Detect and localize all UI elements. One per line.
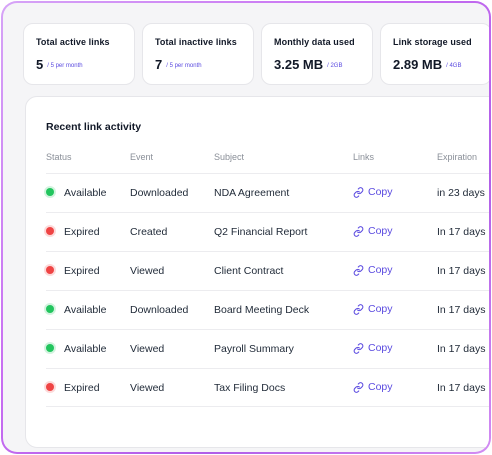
status-text: Available bbox=[64, 343, 107, 355]
table-row: Expired Created Q2 Financial Report Copy… bbox=[46, 212, 489, 251]
status-text: Expired bbox=[64, 382, 100, 394]
status-text: Expired bbox=[64, 265, 100, 277]
subject-text: Client Contract bbox=[214, 265, 284, 277]
table-row: Available Viewed Payroll Summary Copy In… bbox=[46, 329, 489, 368]
event-text: Created bbox=[130, 226, 168, 238]
card-title: Recent link activity bbox=[46, 121, 142, 133]
stat-label: Monthly data used bbox=[274, 37, 355, 47]
copy-link-button[interactable]: Copy bbox=[353, 264, 393, 276]
copy-label: Copy bbox=[368, 225, 393, 237]
stat-label: Total active links bbox=[36, 37, 110, 47]
link-icon bbox=[353, 225, 364, 237]
expiration-text: in 23 days bbox=[437, 187, 485, 199]
expiration-text: In 17 days bbox=[437, 265, 486, 277]
status-dot bbox=[46, 344, 54, 352]
link-icon bbox=[353, 381, 364, 393]
expiration-text: In 17 days bbox=[437, 382, 486, 394]
column-header-event: Event bbox=[130, 152, 154, 162]
event-text: Viewed bbox=[130, 265, 165, 277]
table-row: Expired Viewed Client Contract Copy In 1… bbox=[46, 251, 489, 290]
stat-limit: / 2GB bbox=[327, 63, 343, 69]
stat-label: Link storage used bbox=[393, 37, 472, 47]
status-dot bbox=[46, 383, 54, 391]
expiration-text: In 17 days bbox=[437, 226, 486, 238]
stat-label: Total inactive links bbox=[155, 37, 237, 47]
stats-bar: Total active links 5/ 5 per month Total … bbox=[23, 23, 489, 85]
status-dot bbox=[46, 305, 54, 313]
expiration-text: In 17 days bbox=[437, 343, 486, 355]
stat-value: 7 bbox=[155, 57, 163, 72]
copy-link-button[interactable]: Copy bbox=[353, 186, 393, 198]
subject-text: Board Meeting Deck bbox=[214, 304, 310, 316]
link-icon bbox=[353, 186, 364, 198]
copy-label: Copy bbox=[368, 381, 393, 393]
column-header-expiration: Expiration bbox=[437, 152, 478, 162]
recent-activity-card: Recent link activity Status Event Subjec… bbox=[25, 96, 489, 448]
copy-link-button[interactable]: Copy bbox=[353, 381, 393, 393]
column-header-links: Links bbox=[353, 152, 375, 162]
event-text: Viewed bbox=[130, 382, 165, 394]
status-text: Available bbox=[64, 187, 107, 199]
table-row: Available Downloaded Board Meeting Deck … bbox=[46, 290, 489, 329]
status-dot bbox=[46, 227, 54, 235]
table-row: Available Downloaded NDA Agreement Copy … bbox=[46, 173, 489, 212]
copy-link-button[interactable]: Copy bbox=[353, 225, 393, 237]
status-text: Available bbox=[64, 304, 107, 316]
link-icon bbox=[353, 264, 364, 276]
column-header-subject: Subject bbox=[214, 152, 245, 162]
subject-text: Payroll Summary bbox=[214, 343, 294, 355]
link-icon bbox=[353, 342, 364, 354]
subject-text: Q2 Financial Report bbox=[214, 226, 308, 238]
event-text: Viewed bbox=[130, 343, 165, 355]
column-header-status: Status bbox=[46, 152, 72, 162]
stat-card-link-storage: Link storage used 2.89 MB/ 4GB bbox=[380, 23, 489, 85]
stat-limit: / 5 per month bbox=[47, 63, 83, 69]
table-row: Expired Viewed Tax Filing Docs Copy In 1… bbox=[46, 368, 489, 407]
stat-value: 5 bbox=[36, 57, 44, 72]
stat-card-inactive-links: Total inactive links 7/ 5 per month bbox=[142, 23, 254, 85]
subject-text: NDA Agreement bbox=[214, 187, 290, 199]
event-text: Downloaded bbox=[130, 304, 189, 316]
status-dot bbox=[46, 266, 54, 274]
stat-card-monthly-data: Monthly data used 3.25 MB/ 2GB bbox=[261, 23, 373, 85]
stat-limit: / 4GB bbox=[446, 63, 462, 69]
stat-value: 3.25 MB bbox=[274, 57, 324, 72]
stat-value: 2.89 MB bbox=[393, 57, 443, 72]
copy-label: Copy bbox=[368, 342, 393, 354]
table-header: Status Event Subject Links Expiration bbox=[46, 152, 489, 174]
stat-card-active-links: Total active links 5/ 5 per month bbox=[23, 23, 135, 85]
copy-link-button[interactable]: Copy bbox=[353, 303, 393, 315]
event-text: Downloaded bbox=[130, 187, 189, 199]
dashboard: Total active links 5/ 5 per month Total … bbox=[3, 3, 489, 452]
status-text: Expired bbox=[64, 226, 100, 238]
status-dot bbox=[46, 188, 54, 196]
copy-link-button[interactable]: Copy bbox=[353, 342, 393, 354]
stat-limit: / 5 per month bbox=[166, 63, 202, 69]
subject-text: Tax Filing Docs bbox=[214, 382, 286, 394]
copy-label: Copy bbox=[368, 264, 393, 276]
expiration-text: In 17 days bbox=[437, 304, 486, 316]
copy-label: Copy bbox=[368, 186, 393, 198]
link-icon bbox=[353, 303, 364, 315]
copy-label: Copy bbox=[368, 303, 393, 315]
